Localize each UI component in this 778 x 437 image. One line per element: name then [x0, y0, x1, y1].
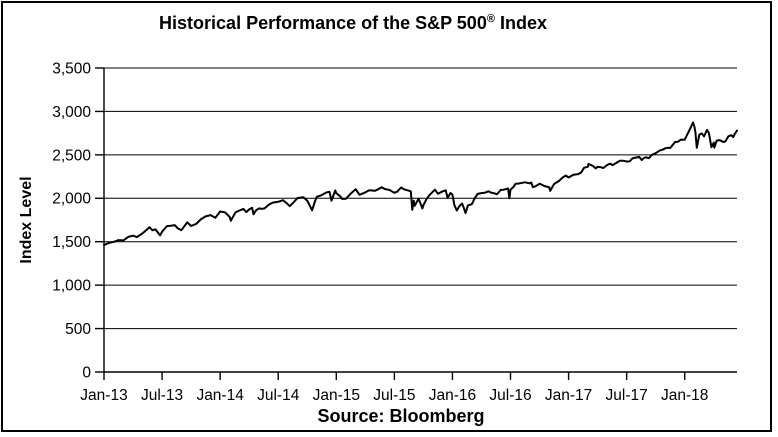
x-tick-label: Jul-13 [141, 387, 183, 404]
x-tick-label: Jul-17 [606, 387, 648, 404]
x-tick-label: Jan-15 [313, 387, 360, 404]
x-tick-label: Jul-16 [489, 387, 531, 404]
y-tick-label: 1,000 [52, 278, 91, 295]
chart-title-suffix: Index [494, 13, 547, 33]
y-tick-labels: 0 500 1,000 1,500 2,000 2,500 3,000 3,500 [52, 60, 91, 381]
source-caption: Source: Bloomberg [317, 406, 485, 426]
sp500-series-line [103, 121, 738, 246]
x-tick-label: Jan-16 [429, 387, 476, 404]
x-tick-label: Jan-13 [80, 387, 127, 404]
y-tick-label: 3,500 [52, 60, 91, 77]
tick-marks [95, 67, 686, 380]
y-tick-label: 3,000 [52, 104, 91, 121]
y-tick-label: 2,500 [52, 147, 91, 164]
y-tick-label: 1,500 [52, 234, 91, 251]
axes [103, 68, 737, 373]
y-tick-label: 2,000 [52, 191, 91, 208]
chart-frame-border [1, 1, 772, 432]
x-tick-label: Jan-14 [196, 387, 244, 404]
x-tick-label: Jul-14 [257, 387, 300, 404]
y-tick-label: 0 [82, 364, 91, 381]
chart-title: Historical Performance of the S&P 500® I… [159, 13, 547, 34]
x-tick-label: Jul-15 [373, 387, 415, 404]
x-tick-labels: Jan-13 Jul-13 Jan-14 Jul-14 Jan-15 Jul-15 Jan-… [80, 387, 708, 404]
registered-trademark-symbol: ® [486, 13, 495, 25]
y-tick-label: 500 [65, 321, 91, 338]
x-tick-label: Jan-17 [545, 387, 592, 404]
x-tick-label: Jan-18 [661, 387, 708, 404]
chart-title-text: Historical Performance of the S&P 500 [159, 13, 487, 33]
